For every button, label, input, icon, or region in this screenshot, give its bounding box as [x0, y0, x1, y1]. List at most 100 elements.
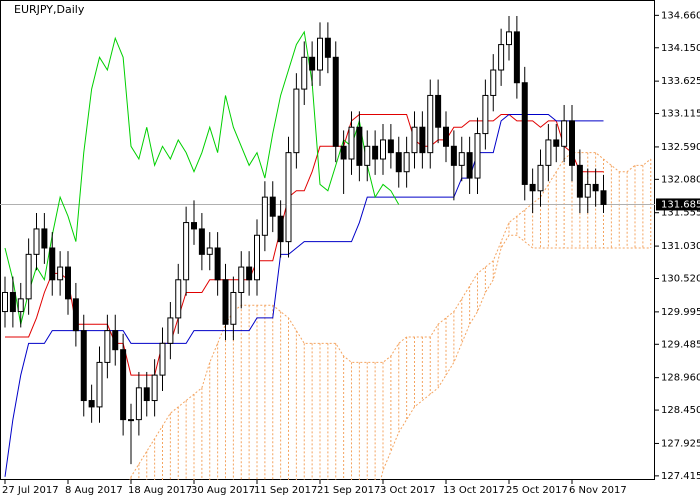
y-tick-label: 132.590: [661, 142, 700, 153]
candle-body: [411, 126, 418, 154]
candle-body: [348, 126, 355, 160]
indicator-line: [4, 114, 604, 477]
last-price-label: 131.685: [661, 199, 700, 210]
candle-body: [466, 152, 473, 179]
candle-body: [41, 228, 48, 249]
candle-body: [506, 31, 512, 46]
candle-body: [498, 44, 505, 71]
candle-body: [372, 145, 379, 160]
candle-body: [72, 298, 79, 332]
y-tick-label: 128.450: [661, 405, 700, 416]
y-tick-label: 134.660: [661, 10, 700, 21]
chart-title: EURJPY,Daily: [14, 3, 85, 16]
y-tick-label: 133.625: [661, 76, 700, 87]
candle-body: [332, 56, 339, 147]
candle-body: [191, 222, 197, 230]
candle-body: [9, 291, 16, 313]
candle-body: [427, 94, 434, 154]
y-tick-label: 131.030: [661, 241, 700, 252]
candle-body: [222, 279, 229, 325]
candle-body: [198, 228, 205, 255]
candle-body: [167, 317, 174, 344]
candle-body: [238, 266, 245, 293]
y-tick-label: 131.555: [661, 208, 700, 219]
candle-body: [317, 37, 323, 71]
candle-body: [143, 387, 150, 402]
candle-body: [356, 126, 363, 166]
y-tick-label: 129.485: [661, 339, 700, 350]
candle-body: [395, 152, 402, 173]
y-tick-label: 134.150: [661, 43, 700, 54]
x-tick-label: 6 Nov 2017: [569, 485, 627, 496]
last-price-box: [656, 198, 700, 211]
candle-body: [206, 247, 213, 255]
candle-body: [545, 139, 552, 166]
candle-body: [340, 145, 347, 160]
x-tick-label: 11 Sep 2017: [254, 485, 317, 496]
y-tick-label: 127.415: [661, 471, 700, 482]
candle-body: [277, 215, 284, 243]
cloud-edge: [380, 234, 651, 480]
x-tick-label: 13 Oct 2017: [443, 485, 505, 496]
candle-body: [65, 266, 71, 300]
candle-body: [33, 228, 40, 255]
x-tick-label: 25 Oct 2017: [506, 485, 568, 496]
y-tick-label: 129.995: [661, 307, 700, 318]
candle-body: [49, 247, 56, 281]
candle-body: [301, 56, 308, 90]
candle-body: [17, 298, 24, 313]
candle-body: [584, 183, 591, 198]
candle-body: [569, 120, 575, 166]
candle-body: [513, 31, 520, 84]
candle-body: [175, 279, 182, 319]
candle-body: [57, 266, 64, 281]
candle-body: [159, 342, 166, 376]
candle-body: [364, 145, 371, 166]
candle-body: [450, 145, 457, 166]
y-tick-label: 133.115: [661, 109, 700, 120]
candle-body: [403, 152, 410, 173]
candle-body: [435, 94, 442, 128]
y-tick-label: 132.080: [661, 174, 700, 185]
x-tick-label: 3 Oct 2017: [380, 485, 435, 496]
candle-body: [387, 139, 394, 154]
candle-body: [2, 291, 8, 313]
y-tick-label: 128.960: [661, 373, 700, 384]
candle-body: [96, 361, 103, 408]
candle-body: [25, 253, 32, 300]
candle-body: [135, 387, 142, 421]
candle-body: [482, 94, 489, 135]
candle-body: [529, 183, 536, 192]
candle-body: [246, 266, 253, 281]
candle-body: [183, 222, 190, 281]
cloud-edge: [129, 152, 652, 480]
x-tick-label: 8 Aug 2017: [65, 485, 123, 496]
indicator-line: [5, 114, 604, 376]
candle-body: [214, 247, 221, 281]
candle-body: [269, 196, 276, 217]
candle-body: [112, 330, 119, 351]
candle-body: [80, 330, 87, 402]
plot-area: [0, 15, 655, 480]
candle-body: [419, 126, 426, 154]
x-tick-label: 27 Jul 2017: [2, 485, 59, 496]
candle-body: [230, 291, 237, 325]
indicator-line: [4, 30, 400, 325]
candle-body: [521, 82, 528, 185]
candle-body: [576, 164, 583, 198]
candle-body: [561, 120, 568, 147]
candle-body: [380, 139, 386, 160]
candle-body: [128, 419, 134, 422]
candle-body: [309, 56, 316, 71]
y-tick-label: 130.520: [661, 274, 700, 285]
candle-body: [104, 330, 111, 363]
candle-body: [600, 190, 607, 205]
candle-body: [120, 349, 127, 421]
candle-body: [537, 164, 544, 192]
candle-body: [458, 152, 465, 166]
candle-body: [490, 69, 497, 96]
candle-body: [254, 234, 260, 281]
candle-body: [324, 37, 331, 58]
candle-body: [261, 196, 268, 236]
